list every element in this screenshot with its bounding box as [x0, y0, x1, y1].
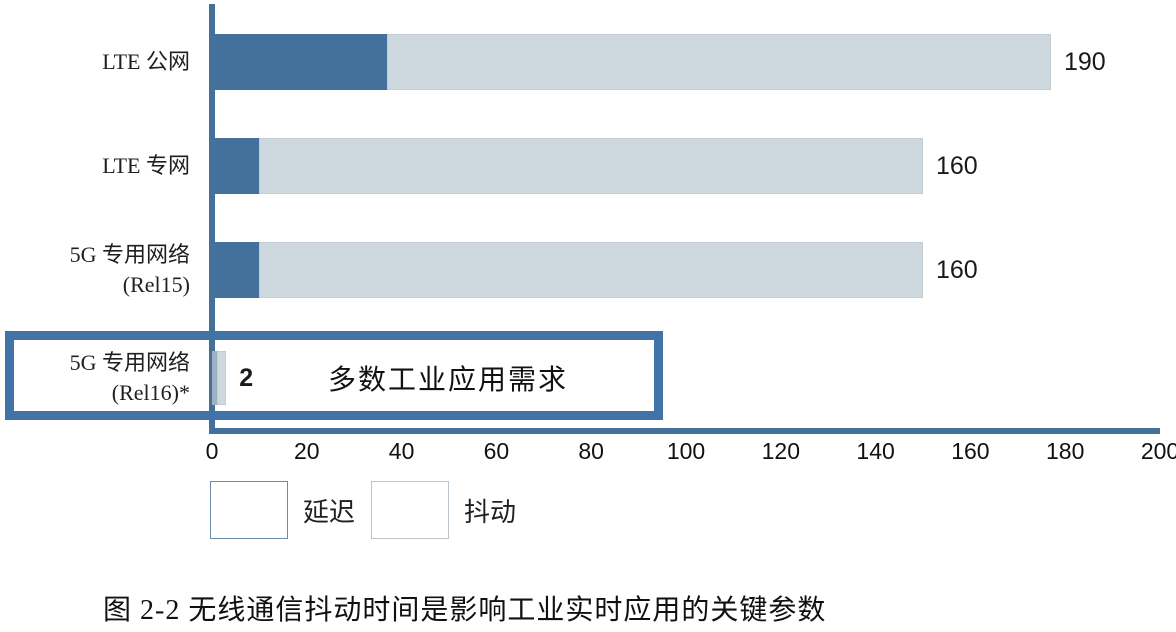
bar-value-label: 190: [1063, 47, 1106, 76]
x-tick-label: 80: [578, 438, 604, 464]
category-label: LTE 专网: [102, 153, 190, 179]
legend-label-delay: 延迟: [303, 497, 356, 527]
annotation-text: 多数工业应用需求: [328, 365, 569, 396]
legend: 延迟 抖动: [210, 481, 532, 539]
x-axis-line: [209, 428, 1160, 434]
chart-area: 190 160 160 2 LTE 公网 LTE 专网 5G 专用网络 (Rel15) 5G …: [5, 4, 1176, 464]
category-label: 5G 专用网络 (Rel15): [69, 242, 190, 297]
x-tick-label: 20: [294, 438, 320, 464]
x-tick-label: 180: [1046, 438, 1085, 464]
legend-swatch-jitter-icon: [371, 481, 450, 539]
x-tick-label: 140: [856, 438, 895, 464]
x-tick-label: 200: [1140, 438, 1176, 464]
bar-value-label: 2: [239, 363, 254, 392]
bar-segment-jitter: [259, 242, 923, 298]
x-tick-label: 120: [761, 438, 800, 464]
x-tick-label: 160: [951, 438, 990, 464]
bar-segment-delay: [212, 34, 388, 90]
y-axis-line: [209, 4, 215, 434]
category-label: 5G 专用网络 (Rel16)*: [69, 350, 190, 405]
highlight-box: [5, 331, 663, 420]
x-tick-label: 60: [483, 438, 510, 464]
bar-segment-jitter: [387, 34, 1051, 90]
bar-segment-delay: [212, 138, 260, 194]
legend-label-jitter: 抖动: [464, 497, 517, 527]
bar-segment-jitter: [259, 138, 923, 194]
x-tick-label: 0: [205, 438, 219, 464]
figure-caption: 图 2-2 无线通信抖动时间是影响工业实时应用的关键参数: [103, 595, 827, 626]
bar-segment-delay: [212, 242, 260, 298]
legend-swatch-delay-icon: [210, 481, 288, 539]
bar-segment-delay: [212, 351, 217, 405]
bar-value-label: 160: [936, 255, 978, 284]
bar-segment-jitter: [216, 351, 227, 405]
category-label: LTE 公网: [102, 49, 190, 75]
bar-value-label: 160: [936, 151, 978, 180]
x-tick-label: 40: [388, 438, 415, 464]
x-tick-label: 100: [666, 438, 706, 464]
